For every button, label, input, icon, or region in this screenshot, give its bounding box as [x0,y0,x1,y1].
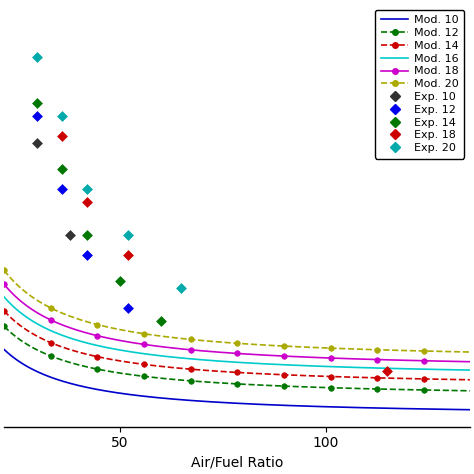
Point [124,251,132,259]
X-axis label: Air/Fuel Ratio: Air/Fuel Ratio [191,456,283,470]
Point [58,112,66,120]
Point [383,367,391,375]
Point [58,132,66,140]
Point [66,231,74,239]
Point [83,199,91,206]
Legend: Mod. 10, Mod. 12, Mod. 14, Mod. 16, Mod. 18, Mod. 20, Exp. 10, Exp. 12, Exp. 14,: Mod. 10, Mod. 12, Mod. 14, Mod. 16, Mod.… [375,10,464,159]
Point [58,165,66,173]
Point [157,317,164,325]
Point [83,231,91,239]
Point [33,139,41,146]
Point [116,278,123,285]
Point [33,53,41,61]
Point [33,112,41,120]
Point [178,284,185,292]
Point [33,100,41,107]
Point [124,304,132,311]
Point [58,185,66,193]
Point [124,231,132,239]
Point [83,185,91,193]
Point [83,251,91,259]
